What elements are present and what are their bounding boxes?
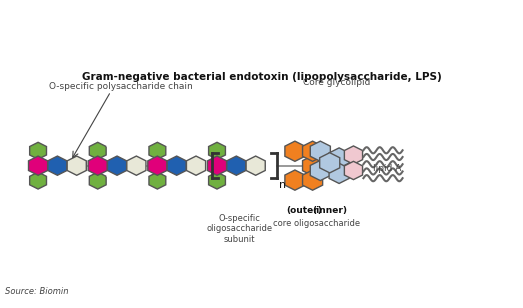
Polygon shape [148, 156, 167, 175]
Text: lipid A: lipid A [373, 164, 402, 173]
Text: n: n [279, 180, 286, 190]
Polygon shape [344, 146, 362, 164]
Polygon shape [209, 172, 225, 189]
Polygon shape [310, 160, 331, 180]
Text: Gram-negative bacterial endotoxin (lipopolysaccharide, LPS): Gram-negative bacterial endotoxin (lipop… [82, 72, 441, 82]
Polygon shape [67, 156, 86, 175]
Polygon shape [285, 170, 305, 190]
Text: (outer): (outer) [286, 206, 322, 215]
Polygon shape [208, 156, 226, 175]
Polygon shape [320, 153, 340, 173]
Text: Figure 1 – Diagram of a lipopolysaccharide.: Figure 1 – Diagram of a lipopolysacchari… [10, 19, 448, 37]
Polygon shape [302, 141, 323, 161]
Text: Core glycolipid: Core glycolipid [303, 78, 371, 87]
Polygon shape [329, 148, 349, 168]
Polygon shape [88, 156, 107, 175]
Text: Source: Biomin: Source: Biomin [5, 286, 69, 296]
Polygon shape [89, 172, 106, 189]
Polygon shape [149, 172, 166, 189]
Polygon shape [187, 156, 206, 175]
Polygon shape [48, 156, 67, 175]
Polygon shape [227, 156, 246, 175]
Text: O-specific
oligosaccharide
subunit: O-specific oligosaccharide subunit [207, 214, 272, 244]
Polygon shape [209, 142, 225, 159]
Polygon shape [127, 156, 146, 175]
Polygon shape [302, 156, 323, 176]
Polygon shape [30, 172, 47, 189]
Polygon shape [302, 170, 323, 190]
Text: (inner): (inner) [312, 206, 347, 215]
Polygon shape [310, 141, 331, 161]
Polygon shape [30, 142, 47, 159]
Polygon shape [29, 156, 48, 175]
Polygon shape [285, 141, 305, 161]
Polygon shape [149, 142, 166, 159]
Polygon shape [344, 161, 362, 180]
Polygon shape [246, 156, 265, 175]
Polygon shape [108, 156, 127, 175]
Text: O-specific polysaccharide chain: O-specific polysaccharide chain [49, 82, 193, 91]
Polygon shape [89, 142, 106, 159]
Polygon shape [167, 156, 186, 175]
Text: core oligosaccharide: core oligosaccharide [273, 220, 360, 229]
Polygon shape [329, 163, 349, 184]
